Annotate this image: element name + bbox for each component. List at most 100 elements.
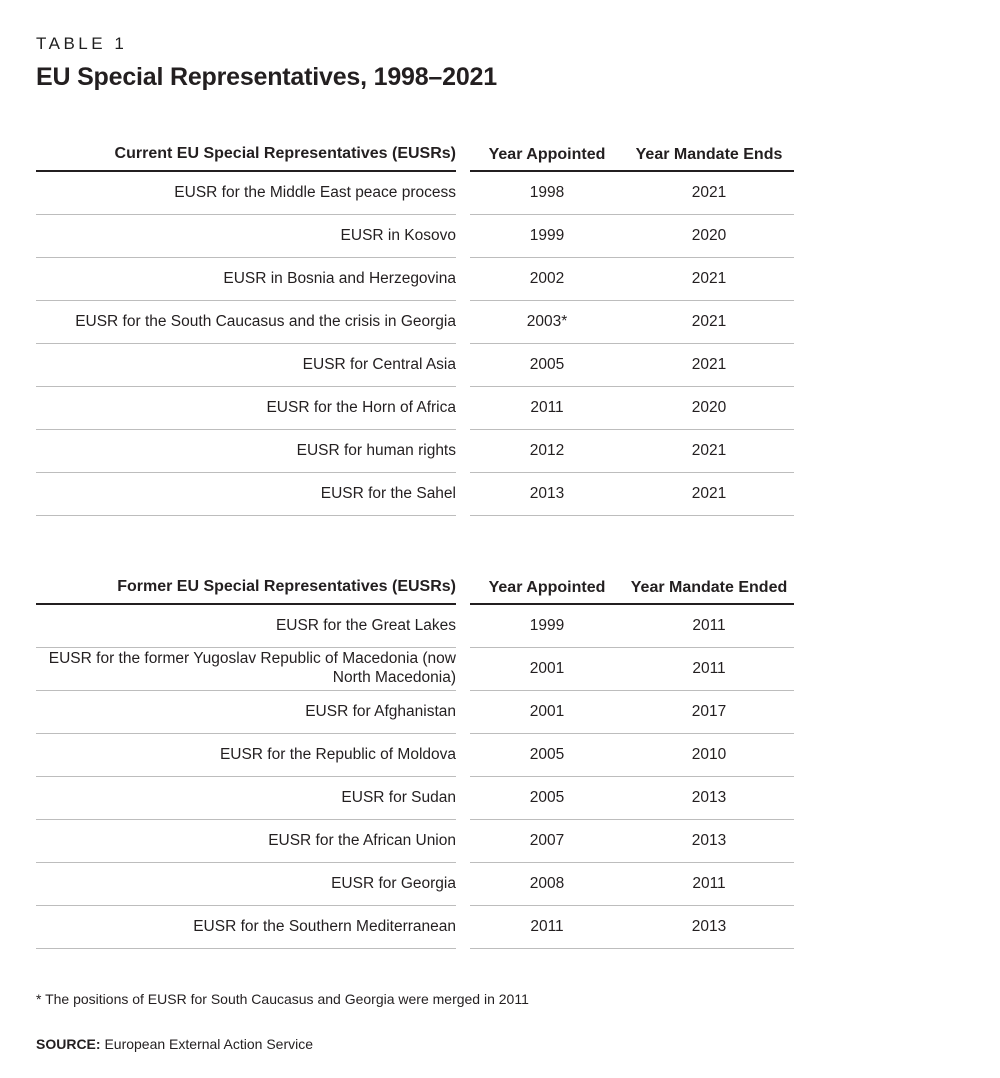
year-appointed-cell: 2005 [529,789,565,806]
table-row: EUSR in Bosnia and Herzegovina 2002 2021 [36,258,794,301]
table-row: EUSR for human rights 2012 2021 [36,430,794,473]
year-cells: 2005 2021 [470,344,794,387]
year-appointed-cell: 1999 [529,617,565,634]
column-gap [456,691,470,734]
year-mandate-cell: 2011 [692,617,726,634]
column-gap [456,258,470,301]
eusr-name-cell: EUSR for the Great Lakes [36,605,456,648]
column-gap [456,734,470,777]
table-row: EUSR for Central Asia 2005 2021 [36,344,794,387]
year-cells: 2005 2010 [470,734,794,777]
column-gap [456,648,470,691]
column-gap [456,172,470,215]
column-gap [456,574,470,605]
year-cells: 2003* 2021 [470,301,794,344]
year-mandate-cell: 2013 [691,789,727,806]
year-cells: 2002 2021 [470,258,794,301]
year-cells: 2013 2021 [470,473,794,516]
eusr-name-cell: EUSR for the former Yugoslav Republic of… [36,648,456,691]
year-cells: 1999 2020 [470,215,794,258]
table-row: EUSR in Kosovo 1999 2020 [36,215,794,258]
year-appointed-cell: 2001 [529,660,565,677]
year-mandate-cell: 2017 [691,703,727,720]
year-appointed-cell: 2005 [529,746,565,763]
eusr-name-cell: EUSR for the Sahel [36,473,456,516]
table-row: EUSR for Sudan 2005 2013 [36,777,794,820]
column-gap [456,387,470,430]
year-cells: 1998 2021 [470,172,794,215]
column-header-year-mandate-ended: Year Mandate Ended [630,579,788,596]
table-body: EUSR for the Great Lakes 1999 2011 EUSR … [36,605,794,949]
year-mandate-cell: 2021 [691,485,727,502]
year-cells: 2011 2020 [470,387,794,430]
column-header-year-appointed: Year Appointed [488,146,606,163]
eusr-name-cell: EUSR for human rights [36,430,456,473]
eusr-name-cell: EUSR in Bosnia and Herzegovina [36,258,456,301]
eusr-name-cell: EUSR for Georgia [36,863,456,906]
year-cells: 2001 2011 [470,648,794,691]
page: TABLE 1 EU Special Representatives, 1998… [36,34,1000,1052]
year-appointed-cell: 2007 [529,832,565,849]
eusr-name-cell: EUSR for Afghanistan [36,691,456,734]
year-appointed-cell: 2002 [529,270,565,287]
year-appointed-cell: 2003* [526,313,568,330]
table-row: EUSR for the Great Lakes 1999 2011 [36,605,794,648]
year-mandate-cell: 2021 [691,356,727,373]
eusr-name-cell: EUSR for the Southern Mediterranean [36,906,456,949]
year-cells: 2005 2013 [470,777,794,820]
source-text: European External Action Service [104,1036,314,1052]
year-appointed-cell: 2005 [529,356,565,373]
eusr-name-cell: EUSR for the African Union [36,820,456,863]
column-gap [456,473,470,516]
table-row: EUSR for the Republic of Moldova 2005 20… [36,734,794,777]
source-label: SOURCE: [36,1036,101,1052]
eusr-name-cell: EUSR in Kosovo [36,215,456,258]
eusr-name-cell: EUSR for the South Caucasus and the cris… [36,301,456,344]
eusr-name-cell: EUSR for the Middle East peace process [36,172,456,215]
column-gap [456,820,470,863]
table-body: EUSR for the Middle East peace process 1… [36,172,794,516]
table-number: TABLE 1 [36,34,128,53]
year-mandate-cell: 2013 [691,832,727,849]
year-cells: 2012 2021 [470,430,794,473]
year-appointed-cell: 1999 [529,227,565,244]
column-header-year-appointed: Year Appointed [488,579,606,596]
year-cells: 2001 2017 [470,691,794,734]
year-cells: 2008 2011 [470,863,794,906]
table-row: EUSR for the African Union 2007 2013 [36,820,794,863]
column-gap [456,906,470,949]
column-header-representatives: Current EU Special Representatives (EUSR… [36,141,456,172]
column-gap [456,141,470,172]
year-appointed-cell: 2012 [529,442,565,459]
eusr-name-cell: EUSR for Sudan [36,777,456,820]
year-cells: 2011 2013 [470,906,794,949]
year-mandate-cell: 2020 [691,227,727,244]
year-appointed-cell: 2011 [530,399,564,416]
year-appointed-cell: 2013 [529,485,565,502]
year-cells: 2007 2013 [470,820,794,863]
table-row: EUSR for Afghanistan 2001 2017 [36,691,794,734]
column-gap [456,301,470,344]
year-header-group: Year Appointed Year Mandate Ended [470,574,794,605]
table-header-row: Former EU Special Representatives (EUSRs… [36,574,794,605]
table-row: EUSR for the South Caucasus and the cris… [36,301,794,344]
year-appointed-cell: 2001 [529,703,565,720]
column-gap [456,430,470,473]
year-mandate-cell: 2010 [691,746,727,763]
year-mandate-cell: 2021 [691,442,727,459]
year-appointed-cell: 2008 [529,875,565,892]
table-row: EUSR for the Horn of Africa 2011 2020 [36,387,794,430]
source-line: SOURCE: European External Action Service [36,1036,1000,1052]
table-row: EUSR for Georgia 2008 2011 [36,863,794,906]
column-gap [456,605,470,648]
year-mandate-cell: 2021 [691,184,727,201]
year-appointed-cell: 1998 [529,184,565,201]
table-header-row: Current EU Special Representatives (EUSR… [36,141,794,172]
year-mandate-cell: 2021 [691,270,727,287]
table-row: EUSR for the Sahel 2013 2021 [36,473,794,516]
former-eusr-table: Former EU Special Representatives (EUSRs… [36,574,794,949]
table-row: EUSR for the former Yugoslav Republic of… [36,648,794,691]
column-header-representatives: Former EU Special Representatives (EUSRs… [36,574,456,605]
year-mandate-cell: 2011 [692,660,726,677]
year-cells: 1999 2011 [470,605,794,648]
